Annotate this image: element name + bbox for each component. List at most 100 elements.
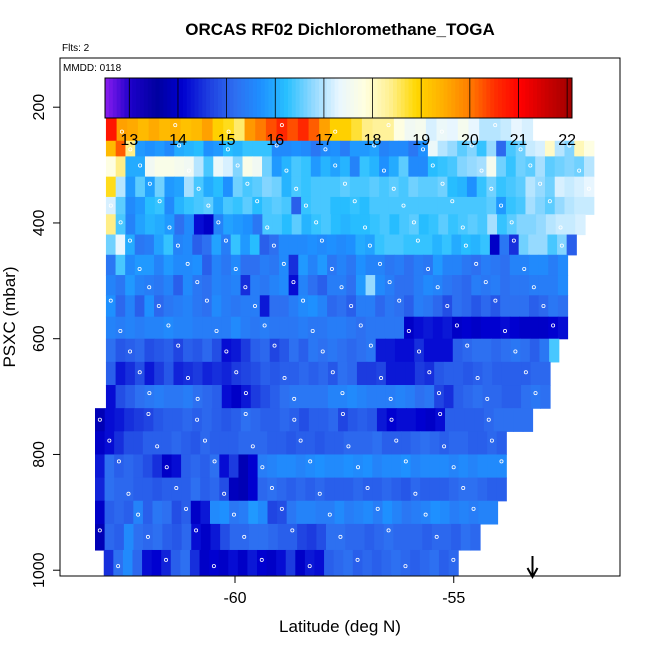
heatmap-cell — [308, 114, 320, 142]
sample-marker — [388, 396, 393, 401]
y-tick-label: 600 — [31, 325, 48, 352]
heatmap-cell — [318, 385, 329, 409]
sample-marker — [547, 199, 552, 204]
heatmap-cell — [471, 316, 482, 340]
heatmap-cell — [388, 156, 400, 178]
sample-marker — [294, 186, 299, 191]
heatmap-cell — [180, 114, 192, 142]
sample-marker — [282, 376, 287, 381]
heatmap-cell — [445, 408, 456, 432]
heatmap-cell — [183, 385, 194, 409]
heatmap-cell — [171, 431, 182, 456]
heatmap-cell — [189, 549, 201, 576]
heatmap-cell — [267, 431, 278, 456]
heatmap-cell — [434, 361, 445, 386]
heatmap-cell — [200, 477, 211, 502]
heatmap-cell — [423, 254, 434, 276]
heatmap-cell — [346, 338, 358, 363]
colorbar: 13 14 15 16 17 18 19 20 21 22 — [104, 77, 576, 149]
heatmap-cell — [385, 338, 396, 363]
heatmap-cell — [391, 477, 402, 502]
heatmap-cell — [260, 361, 271, 386]
colorbar-segment — [202, 78, 207, 118]
heatmap-cell — [362, 431, 373, 456]
heatmap-cell — [317, 316, 328, 340]
sample-marker — [196, 186, 201, 191]
heatmap-cell — [418, 156, 429, 178]
sample-marker — [460, 225, 465, 230]
colorbar-segment — [143, 78, 149, 118]
heatmap-cell — [388, 196, 400, 215]
sample-marker — [279, 506, 284, 511]
heatmap-cell — [500, 114, 512, 142]
heatmap-cell — [152, 431, 163, 456]
heatmap-cell — [125, 361, 136, 386]
heatmap-cell — [192, 295, 203, 318]
heatmap-cell — [317, 254, 328, 276]
sample-marker — [367, 243, 372, 248]
heatmap-cell — [192, 316, 203, 340]
sample-marker — [202, 438, 207, 443]
sample-marker — [356, 465, 361, 470]
colorbar-segment — [470, 78, 476, 118]
sample-marker — [485, 396, 490, 401]
heatmap-cell — [163, 316, 174, 340]
heatmap-cell — [467, 454, 479, 479]
sample-marker — [454, 323, 459, 328]
heatmap-cell — [301, 156, 312, 178]
heatmap-cell — [269, 234, 280, 256]
heatmap-cell — [142, 549, 153, 576]
heatmap-cell — [375, 316, 386, 340]
heatmap-cell — [271, 196, 283, 215]
sample-marker — [279, 123, 284, 128]
heatmap-cell — [152, 500, 163, 525]
heatmap-cell — [203, 156, 214, 178]
colorbar-segment — [124, 78, 129, 118]
sample-marker — [177, 143, 182, 148]
colorbar-segment — [517, 78, 522, 118]
heatmap-cell — [396, 408, 407, 432]
heatmap-cell — [500, 316, 511, 340]
heatmap-cell — [201, 114, 214, 142]
heatmap-cell — [125, 316, 136, 340]
heatmap-cell — [135, 196, 146, 215]
heatmap-cell — [398, 196, 409, 215]
heatmap-cell — [413, 234, 424, 256]
heatmap-cell — [474, 408, 485, 432]
heatmap-cell — [379, 196, 390, 215]
heatmap-cell — [529, 254, 540, 276]
heatmap-cell — [114, 477, 125, 502]
heatmap-cell — [259, 316, 271, 340]
sample-marker — [234, 370, 239, 375]
heatmap-cell — [202, 385, 213, 409]
sample-marker — [406, 329, 411, 334]
sample-marker — [155, 444, 160, 449]
sample-marker — [463, 243, 468, 248]
heatmap-cell — [340, 196, 351, 215]
heatmap-cell — [427, 176, 439, 198]
heatmap-cell — [490, 254, 501, 276]
heatmap-cell — [259, 275, 271, 296]
heatmap-cell — [352, 549, 363, 576]
sample-marker — [243, 391, 248, 396]
colorbar-segment — [447, 78, 452, 118]
heatmap-cell — [349, 156, 361, 178]
colorbar-segment — [194, 78, 199, 118]
heatmap-cell — [418, 176, 429, 198]
heatmap-cell — [522, 408, 534, 432]
heatmap-cell — [154, 156, 166, 178]
sample-marker — [475, 376, 480, 381]
heatmap-cell — [174, 156, 185, 178]
heatmap-cell — [289, 385, 300, 409]
sample-marker — [387, 280, 392, 285]
heatmap-cell — [476, 140, 488, 157]
colorbar-segment — [392, 78, 398, 118]
heatmap-cell — [496, 156, 507, 178]
colorbar-segment — [466, 78, 472, 118]
sample-marker — [489, 438, 494, 443]
heatmap-cell — [125, 140, 136, 157]
sample-marker — [559, 243, 564, 248]
heatmap-cell — [393, 114, 406, 142]
heatmap-cell — [221, 275, 232, 296]
sample-marker — [340, 411, 345, 416]
